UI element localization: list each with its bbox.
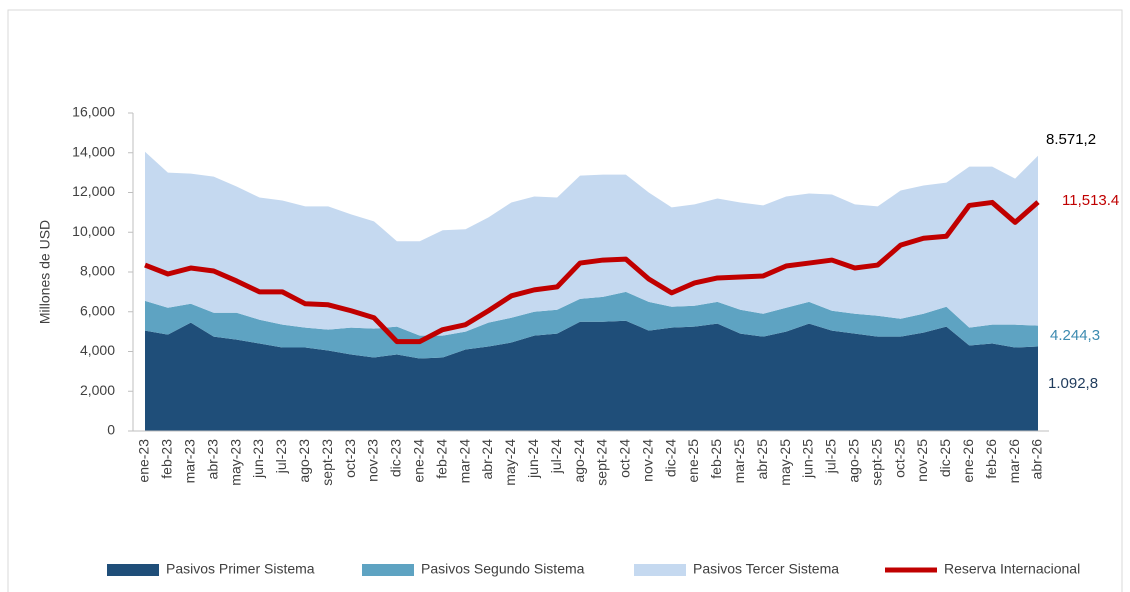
x-tick-label: jun-24 bbox=[525, 439, 541, 479]
x-tick-label: feb-23 bbox=[159, 439, 175, 479]
x-tick-label: ene-25 bbox=[685, 439, 701, 483]
x-tick-label: mar-23 bbox=[181, 439, 197, 484]
x-tick-label: oct-23 bbox=[342, 439, 358, 478]
x-tick-label: feb-25 bbox=[708, 439, 724, 479]
x-tick-label: oct-25 bbox=[891, 439, 907, 478]
x-tick-label: oct-24 bbox=[617, 439, 633, 478]
x-tick-label: dic-23 bbox=[388, 439, 404, 477]
legend-label: Pasivos Segundo Sistema bbox=[421, 561, 585, 577]
annotation: 11,513.4 bbox=[1062, 192, 1119, 209]
line bbox=[144, 199, 1040, 345]
legend-swatch bbox=[107, 564, 159, 576]
x-tick-label: mar-24 bbox=[456, 439, 472, 484]
y-tick-label: 8,000 bbox=[80, 263, 115, 279]
legend-label: Pasivos Tercer Sistema bbox=[693, 561, 839, 577]
legend-label: Pasivos Primer Sistema bbox=[166, 561, 315, 577]
y-tick-label: 10,000 bbox=[72, 223, 115, 239]
area bbox=[145, 320, 1038, 431]
x-tick-label: ene-24 bbox=[410, 439, 426, 483]
x-tick-label: may-25 bbox=[777, 439, 793, 486]
x-tick-label: sept-23 bbox=[319, 439, 335, 486]
x-tick-label: ago-24 bbox=[571, 439, 587, 483]
x-tick-label: mar-26 bbox=[1006, 439, 1022, 484]
x-tick-label: ago-25 bbox=[846, 439, 862, 483]
x-tick-label: mar-25 bbox=[731, 439, 747, 484]
area bbox=[145, 291, 1038, 359]
legend-swatch bbox=[634, 564, 686, 576]
y-tick-label: 2,000 bbox=[80, 382, 115, 398]
x-tick-label: jul-23 bbox=[273, 439, 289, 474]
x-tick-label: abr-25 bbox=[754, 439, 770, 480]
annotation: 4.244,3 bbox=[1050, 327, 1100, 344]
x-tick-label: dic-25 bbox=[937, 439, 953, 477]
y-tick-label: 14,000 bbox=[72, 143, 115, 159]
x-tick-label: ene-26 bbox=[960, 439, 976, 483]
x-tick-label: abr-23 bbox=[204, 439, 220, 480]
x-tick-label: sept-25 bbox=[868, 439, 884, 486]
y-tick-label: 0 bbox=[107, 422, 115, 438]
area bbox=[145, 151, 1038, 336]
y-axis-label: Millones de USD bbox=[37, 220, 53, 324]
x-tick-label: abr-24 bbox=[479, 439, 495, 480]
y-tick-label: 16,000 bbox=[72, 104, 115, 120]
chart-frame bbox=[7, 9, 1123, 592]
annotation: 1.092,8 bbox=[1048, 375, 1098, 392]
x-tick-label: may-24 bbox=[502, 439, 518, 486]
x-tick-label: ene-23 bbox=[136, 439, 152, 483]
y-tick-label: 4,000 bbox=[80, 342, 115, 358]
annotation: 8.571,2 bbox=[1046, 131, 1096, 148]
y-tick-label: 6,000 bbox=[80, 302, 115, 318]
y-tick-label: 12,000 bbox=[72, 183, 115, 199]
x-tick-label: jun-23 bbox=[250, 439, 266, 479]
x-tick-label: dic-24 bbox=[662, 439, 678, 477]
legend-label: Reserva Internacional bbox=[944, 561, 1080, 577]
x-tick-label: feb-24 bbox=[433, 439, 449, 479]
x-tick-label: may-23 bbox=[227, 439, 243, 486]
x-tick-label: nov-23 bbox=[365, 439, 381, 482]
x-tick-label: nov-25 bbox=[914, 439, 930, 482]
x-tick-label: abr-26 bbox=[1029, 439, 1045, 480]
x-tick-label: nov-24 bbox=[639, 439, 655, 482]
x-tick-label: sept-24 bbox=[594, 439, 610, 486]
x-tick-label: jun-25 bbox=[800, 439, 816, 479]
x-tick-label: jul-24 bbox=[548, 439, 564, 474]
x-tick-label: ago-23 bbox=[296, 439, 312, 483]
legend-swatch bbox=[362, 564, 414, 576]
x-tick-label: feb-26 bbox=[983, 439, 999, 479]
x-tick-label: jul-25 bbox=[823, 439, 839, 474]
